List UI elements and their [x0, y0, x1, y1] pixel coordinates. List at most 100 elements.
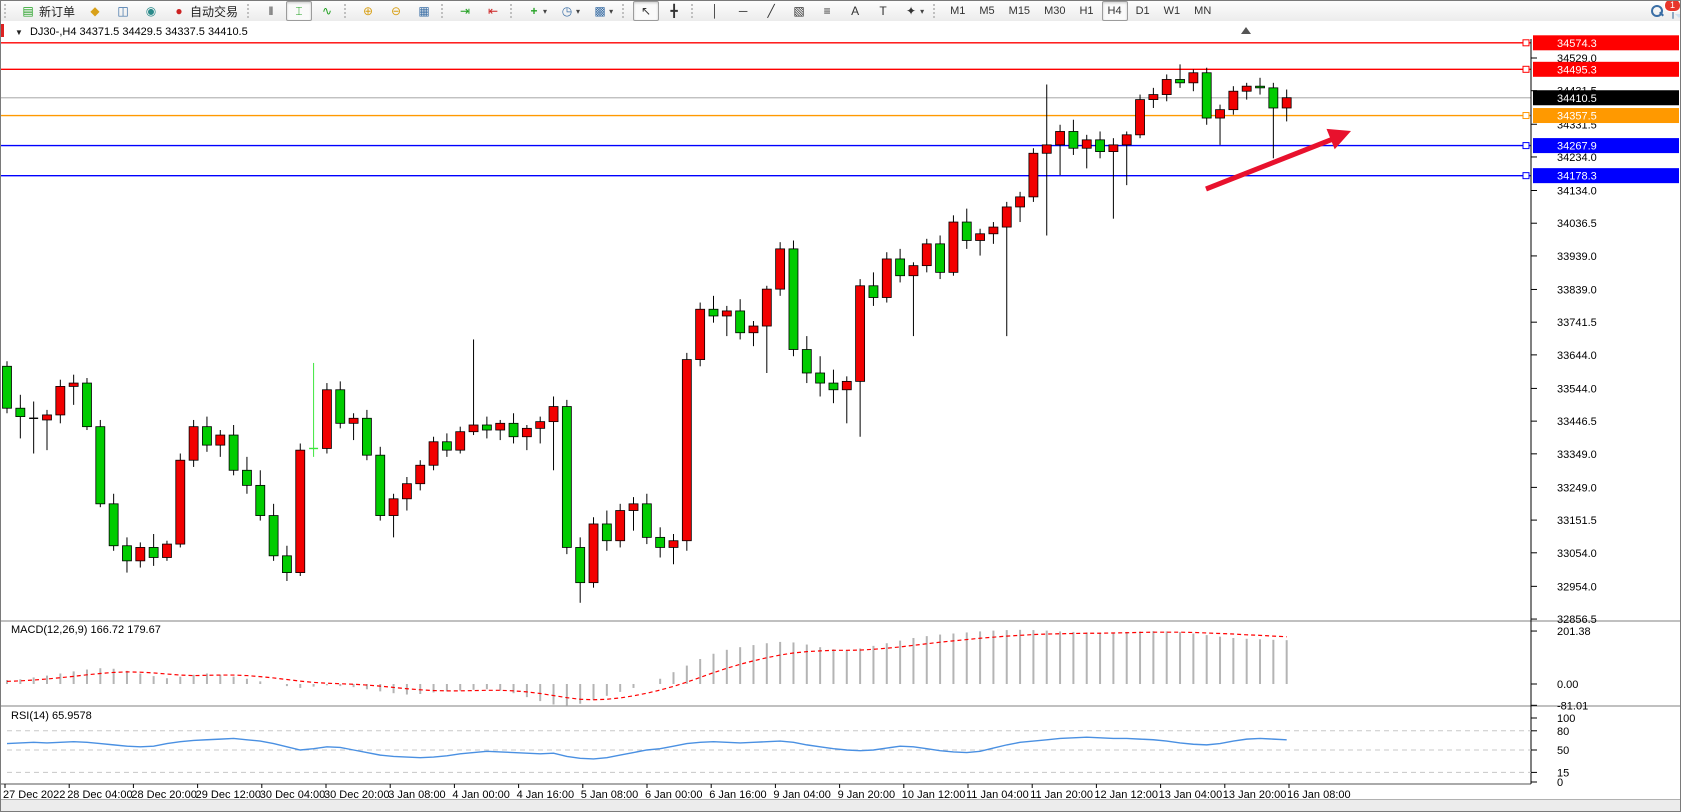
zoom-out-icon: ⊖ [391, 4, 402, 18]
time-label: 28 Dec 04:00 [67, 789, 132, 801]
candle [1281, 97, 1292, 109]
timeframe-m30[interactable]: M30 [1044, 5, 1066, 17]
time-label: 10 Jan 12:00 [902, 789, 966, 801]
trend-arrow[interactable] [1205, 136, 1334, 192]
chart-menu-icon[interactable]: ▼ [15, 28, 23, 37]
time-label: 11 Jan 20:00 [1030, 789, 1093, 801]
candle [1068, 131, 1079, 149]
arrows-button[interactable]: ✦ ▾ [898, 1, 929, 21]
market-watch-button[interactable]: ◆ [82, 1, 108, 21]
candle [641, 503, 652, 538]
text-button[interactable]: A [842, 1, 868, 21]
time-label: 9 Jan 20:00 [838, 789, 896, 801]
scroll-position-marker [1241, 27, 1251, 34]
candle [175, 459, 186, 545]
timeframe-h4[interactable]: H4 [1101, 1, 1128, 21]
indicators-button[interactable]: + ▾ [521, 1, 552, 21]
line-chart-button[interactable]: ∿ [314, 1, 340, 21]
cursor-icon: ↖ [641, 4, 652, 18]
channel-button[interactable]: ▧ [786, 1, 812, 21]
time-label: 16 Jan 08:00 [1287, 789, 1351, 801]
candle [1215, 109, 1225, 119]
vertical-line-icon: │ [711, 4, 719, 18]
candle [988, 226, 999, 235]
line-anchor-handle[interactable] [1522, 39, 1530, 47]
candle [601, 523, 612, 542]
bar-chart-button[interactable]: ‖ [258, 1, 284, 21]
chevron-down-icon: ▾ [609, 6, 614, 16]
timeframe-w1[interactable]: W1 [1163, 5, 1181, 17]
timeframe-m1[interactable]: M1 [950, 5, 966, 17]
navigator-icon: ◫ [117, 4, 129, 18]
candle [828, 382, 839, 391]
navigator-button[interactable]: ◫ [110, 1, 136, 21]
candle [1268, 87, 1279, 109]
window-bottom-frame [1, 799, 1680, 811]
candle [921, 243, 932, 267]
chat-button[interactable]: 1 [1664, 1, 1680, 19]
line-chart-icon: ∿ [322, 4, 333, 18]
time-label: 9 Jan 04:00 [773, 789, 831, 801]
candle [362, 417, 372, 456]
zoom-in-button[interactable]: ⊕ [355, 1, 381, 21]
fibonacci-button[interactable]: ≡ [814, 1, 840, 21]
candlestick-chart-icon: ⌶ [295, 4, 303, 18]
search-icon[interactable] [1650, 4, 1664, 18]
zoom-in-icon: ⊕ [363, 4, 374, 18]
time-label: 11 Jan 04:00 [966, 789, 1029, 801]
trendline-button[interactable]: ╱ [758, 1, 784, 21]
line-anchor-handle[interactable] [1522, 172, 1530, 180]
chart-canvas[interactable]: 34529.034431.534331.534234.034134.034036… [1, 21, 1681, 802]
cursor-button[interactable]: ↖ [633, 1, 660, 21]
tile-windows-button[interactable]: ▦ [411, 1, 437, 21]
signals-button[interactable]: ◉ [138, 1, 164, 21]
autotrade-button[interactable]: ● 自动交易 [166, 1, 243, 21]
candle [2, 365, 12, 409]
rsi-tick-label: 0 [1557, 777, 1563, 789]
timeframe-m5[interactable]: M5 [979, 5, 995, 17]
crosshair-button[interactable]: ╋ [661, 1, 687, 21]
candle [708, 308, 719, 317]
candle [1135, 99, 1145, 136]
line-anchor-handle[interactable] [1522, 112, 1530, 120]
candle [1188, 72, 1199, 84]
line-anchor-handle[interactable] [1522, 65, 1530, 73]
horizontal-line-button[interactable]: ─ [730, 1, 756, 21]
price-tag-label: 34267.9 [1557, 141, 1597, 153]
time-label: 13 Jan 04:00 [1159, 789, 1223, 801]
price-tick-label: 33054.0 [1557, 548, 1597, 560]
chart-shift-icon: ⇤ [488, 4, 499, 18]
zoom-out-button[interactable]: ⊖ [383, 1, 409, 21]
auto-scroll-button[interactable]: ⇥ [452, 1, 478, 21]
price-tick-label: 32954.0 [1557, 581, 1597, 593]
toolbar-grip [247, 4, 254, 18]
price-tag [1533, 108, 1679, 124]
templates-button[interactable]: ▩ ▾ [587, 1, 618, 21]
candle [322, 389, 332, 449]
price-tick-label: 34134.0 [1557, 186, 1597, 198]
chart-shift-button[interactable]: ⇤ [480, 1, 506, 21]
line-anchor-handle[interactable] [1522, 142, 1530, 150]
candle [1255, 85, 1265, 89]
price-tick-label: 34234.0 [1557, 152, 1597, 164]
timeframe-m15[interactable]: M15 [1008, 5, 1031, 17]
new-order-button[interactable]: ▤ 新订单 [15, 1, 80, 21]
candle [188, 426, 199, 461]
price-tag-label: 34574.3 [1557, 38, 1597, 50]
timeframe-mn[interactable]: MN [1194, 5, 1212, 17]
candlestick-chart-button[interactable]: ⌶ [286, 1, 313, 21]
periods-button[interactable]: ◷ ▾ [554, 1, 585, 21]
timeframe-h1[interactable]: H1 [1079, 5, 1094, 17]
price-tag [1533, 168, 1679, 184]
timeframe-d1[interactable]: D1 [1135, 5, 1150, 17]
price-tag [1533, 138, 1679, 154]
time-label: 4 Jan 16:00 [517, 789, 575, 801]
text-label-button[interactable]: T [870, 1, 896, 21]
candle [428, 441, 439, 466]
arrows-icon: ✦ [906, 4, 917, 18]
vertical-line-button[interactable]: │ [702, 1, 728, 21]
candle [575, 547, 586, 584]
candle [961, 221, 972, 241]
candle [202, 426, 212, 446]
